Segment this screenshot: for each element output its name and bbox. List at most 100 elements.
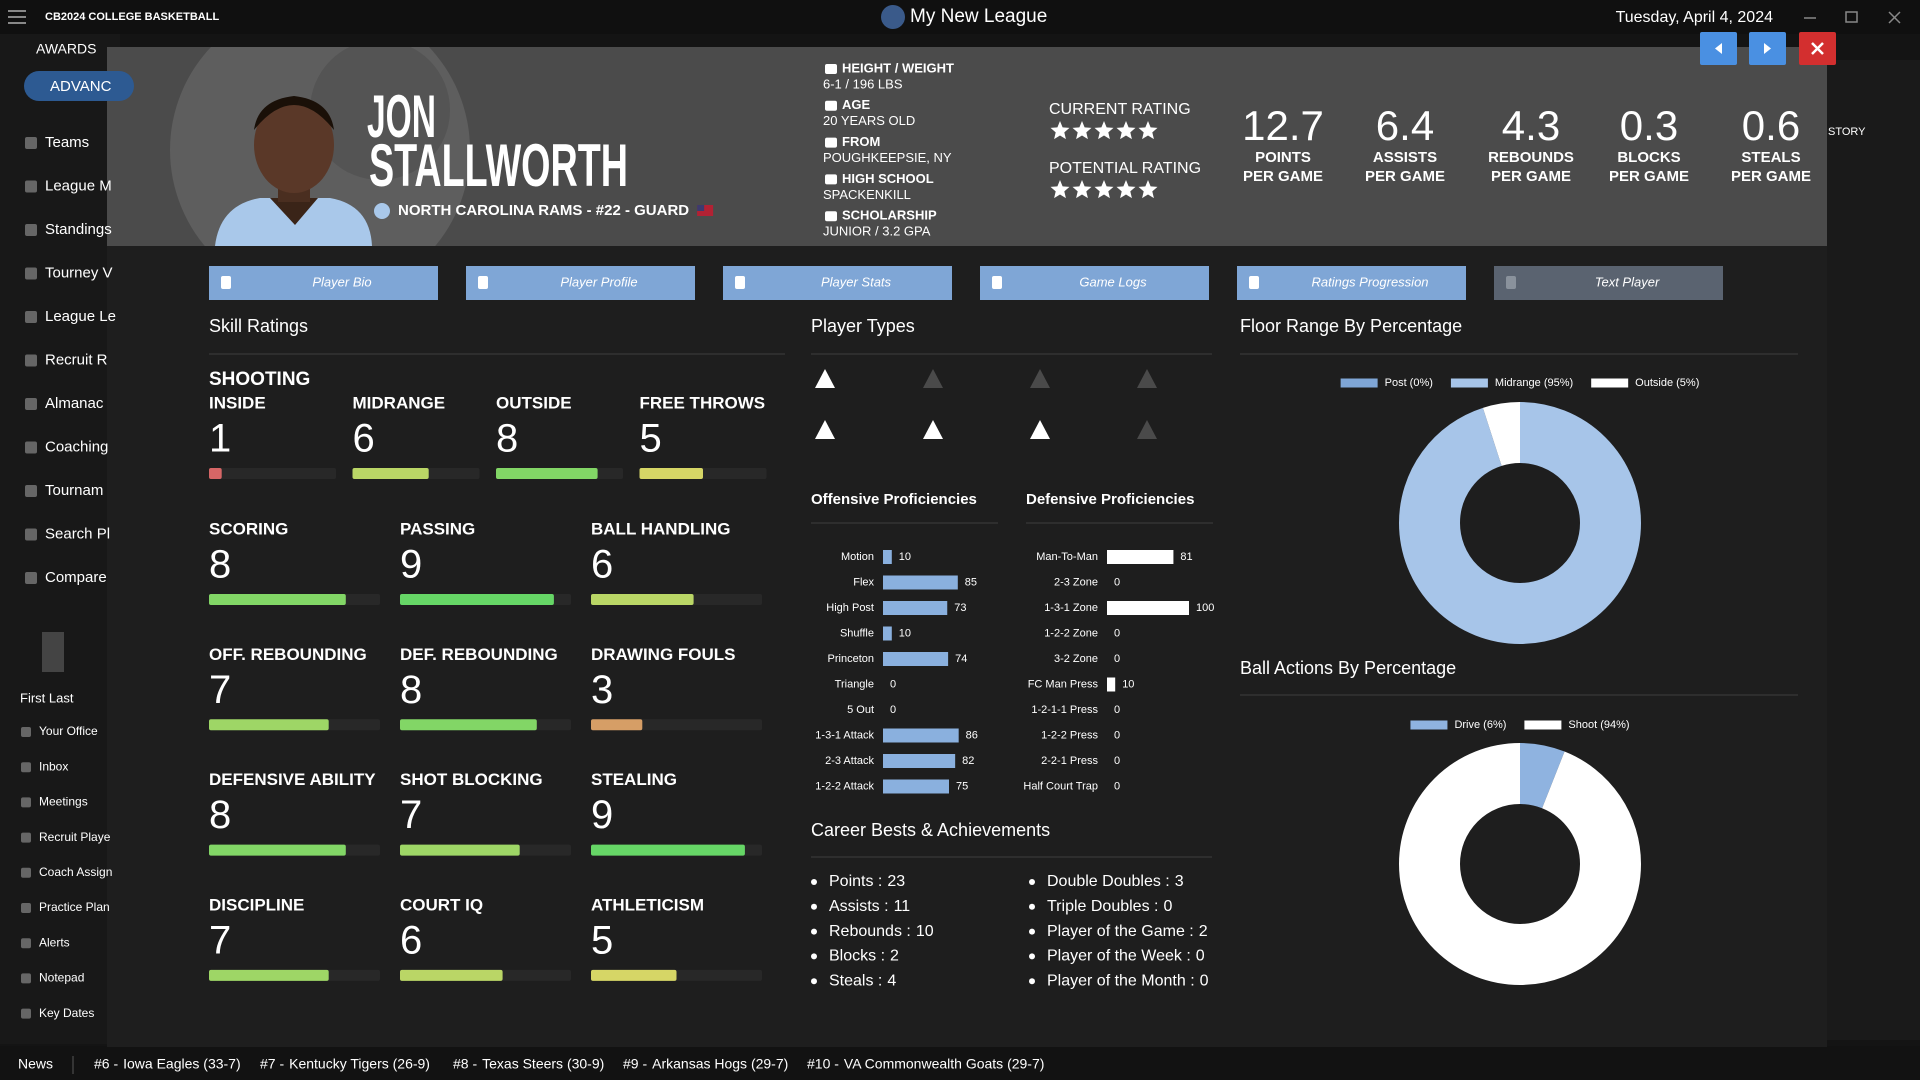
sidebar-button-bg[interactable] bbox=[24, 71, 134, 101]
donut-segment bbox=[1399, 743, 1641, 985]
sidebar-link[interactable]: Key Dates bbox=[39, 1006, 94, 1020]
skill-label: COURT IQ bbox=[400, 895, 483, 914]
career-title: Career Bests & Achievements bbox=[811, 820, 1050, 840]
skill-value: 5 bbox=[591, 918, 613, 962]
bullet bbox=[1029, 928, 1035, 935]
skill-bar bbox=[209, 468, 222, 479]
skill-value: 8 bbox=[400, 668, 422, 712]
legend-label: Drive (6%) bbox=[1454, 719, 1506, 731]
nav-next[interactable] bbox=[1749, 32, 1786, 65]
news-team[interactable]: VA Commonwealth Goats (29-7) bbox=[844, 1056, 1045, 1072]
coach-avatar bbox=[42, 632, 64, 672]
menu-item[interactable]: Tourney V bbox=[45, 264, 113, 281]
rating-label: CURRENT RATING bbox=[1049, 101, 1191, 118]
proficiency-value: 0 bbox=[890, 704, 896, 716]
tab[interactable] bbox=[209, 266, 438, 300]
menu-item[interactable]: Teams bbox=[45, 134, 89, 151]
proficiency-label: 1-2-1-1 Press bbox=[1031, 704, 1098, 716]
skill-label: DRAWING FOULS bbox=[591, 645, 736, 664]
link-icon bbox=[21, 832, 31, 843]
news-label[interactable]: News bbox=[18, 1056, 53, 1072]
career-label: Player of the Month : bbox=[1047, 972, 1195, 989]
skill-label: OFF. REBOUNDING bbox=[209, 645, 367, 664]
career-label: Player of the Game : bbox=[1047, 923, 1194, 940]
sidebar-link[interactable]: Inbox bbox=[39, 759, 68, 773]
skill-bar bbox=[591, 594, 694, 605]
sidebar-button[interactable]: ADVANC bbox=[50, 78, 112, 95]
stat-value: 0.3 bbox=[1620, 102, 1678, 149]
tab-label[interactable]: Player Bio bbox=[312, 274, 371, 289]
menu-item[interactable]: Recruit R bbox=[45, 351, 108, 368]
proficiency-label: High Post bbox=[826, 602, 874, 614]
window-controls[interactable] bbox=[1804, 11, 1901, 24]
menu-item[interactable]: League Le bbox=[45, 308, 116, 325]
news-team[interactable]: Kentucky Tigers (26-9) bbox=[289, 1056, 430, 1072]
close-button[interactable] bbox=[1799, 32, 1836, 65]
league-title: My New League bbox=[910, 6, 1047, 27]
skill-value: 3 bbox=[591, 668, 613, 712]
sidebar-link[interactable]: Your Office bbox=[39, 724, 98, 738]
menu-item[interactable]: Standings bbox=[45, 221, 112, 238]
skill-value: 9 bbox=[400, 543, 422, 587]
nav-prev[interactable] bbox=[1700, 32, 1737, 65]
proficiency-bar bbox=[883, 601, 948, 615]
tab[interactable] bbox=[1494, 266, 1723, 300]
link-icon bbox=[21, 903, 31, 913]
tab-label[interactable]: Player Profile bbox=[560, 274, 637, 289]
tab[interactable] bbox=[1237, 266, 1466, 300]
player-type-icon bbox=[1137, 369, 1157, 388]
menu-icon bbox=[25, 267, 37, 280]
menu-item[interactable]: Search Pl bbox=[45, 525, 110, 542]
menu-icon bbox=[25, 137, 37, 149]
skill-label: SHOT BLOCKING bbox=[400, 770, 543, 789]
sidebar-link[interactable]: Practice Plan bbox=[39, 900, 110, 914]
proficiency-bar bbox=[883, 728, 959, 743]
info-label: HIGH SCHOOL bbox=[842, 171, 934, 186]
tab[interactable] bbox=[723, 266, 952, 300]
proficiency-value: 81 bbox=[1180, 551, 1192, 563]
tab-label[interactable]: Text Player bbox=[1595, 274, 1660, 289]
menu-icon[interactable] bbox=[8, 10, 26, 24]
news-team[interactable]: Iowa Eagles (33-7) bbox=[123, 1056, 241, 1072]
proficiency-bar bbox=[883, 652, 949, 666]
tab-label[interactable]: Game Logs bbox=[1079, 274, 1147, 289]
stat-sublabel: PER GAME bbox=[1731, 168, 1811, 185]
tab-label[interactable]: Ratings Progression bbox=[1311, 274, 1428, 289]
sidebar-link[interactable]: Recruit Playe bbox=[39, 830, 111, 844]
menu-item[interactable]: Tournam bbox=[45, 482, 103, 499]
career-label: Points : bbox=[829, 873, 882, 890]
sidebar-link[interactable]: Meetings bbox=[39, 795, 88, 809]
skill-value: 6 bbox=[591, 543, 613, 587]
sidebar-link[interactable]: Notepad bbox=[39, 971, 84, 985]
star bbox=[1116, 180, 1136, 199]
menu-item[interactable]: Coaching bbox=[45, 438, 108, 455]
proficiency-label: Man-To-Man bbox=[1036, 551, 1098, 563]
flag bbox=[697, 205, 714, 216]
stat-sublabel: PER GAME bbox=[1609, 168, 1689, 185]
stat-label: POINTS bbox=[1255, 149, 1311, 166]
info-value: 20 YEARS OLD bbox=[823, 113, 915, 128]
menu-item[interactable]: Almanac bbox=[45, 395, 104, 412]
proficiency-value: 10 bbox=[899, 627, 911, 639]
proficiency-bar bbox=[883, 779, 949, 794]
player-type-icon bbox=[923, 420, 943, 439]
proficiency-value: 0 bbox=[1114, 576, 1120, 588]
tab[interactable] bbox=[466, 266, 695, 300]
menu-item[interactable]: Compare bbox=[45, 569, 107, 586]
career-value: 23 bbox=[887, 873, 905, 890]
tab-icon bbox=[478, 276, 488, 289]
sidebar-link[interactable]: Alerts bbox=[39, 935, 70, 949]
skill-label: ATHLETICISM bbox=[591, 895, 704, 914]
legend-label: Midrange (95%) bbox=[1495, 377, 1573, 389]
tab[interactable] bbox=[980, 266, 1209, 300]
last-name: STALLWORTH bbox=[369, 132, 628, 199]
menu-item[interactable]: League M bbox=[45, 177, 112, 194]
news-team[interactable]: Texas Steers (30-9) bbox=[482, 1056, 604, 1072]
skill-bar bbox=[400, 969, 503, 981]
bullet bbox=[1029, 978, 1035, 985]
proficiency-bar bbox=[883, 754, 956, 768]
bullet bbox=[1029, 903, 1035, 910]
tab-label[interactable]: Player Stats bbox=[821, 274, 892, 289]
sidebar-link[interactable]: Coach Assign bbox=[39, 865, 112, 879]
news-team[interactable]: Arkansas Hogs (29-7) bbox=[652, 1056, 788, 1072]
